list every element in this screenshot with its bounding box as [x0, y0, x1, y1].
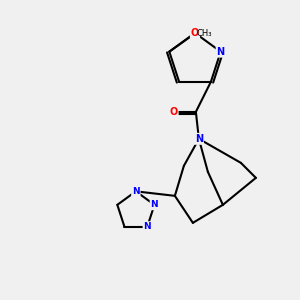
Text: O: O — [191, 28, 199, 38]
Text: N: N — [151, 200, 158, 209]
Text: N: N — [143, 222, 151, 231]
Text: O: O — [169, 107, 178, 117]
Text: CH₃: CH₃ — [196, 29, 212, 38]
Text: N: N — [217, 47, 225, 57]
Text: N: N — [195, 134, 203, 144]
Text: N: N — [132, 187, 140, 196]
